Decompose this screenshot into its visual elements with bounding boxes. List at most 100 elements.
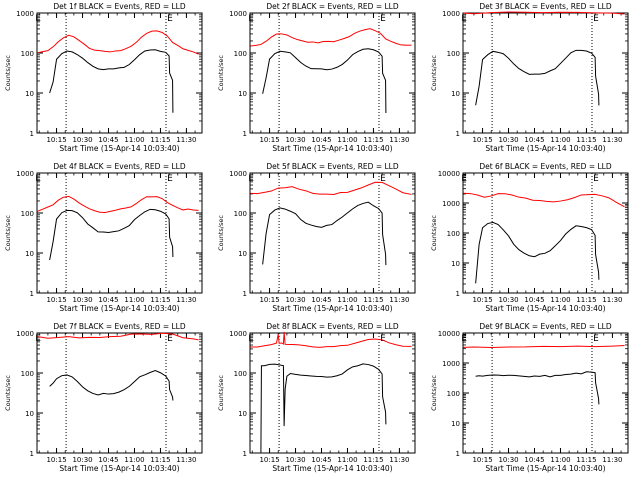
y-axis-label: Counts/sec bbox=[4, 375, 12, 411]
panel-6: Det 6f BLACK = Events, RED = LLD Counts/s… bbox=[430, 162, 629, 313]
plot-frame bbox=[36, 12, 203, 134]
y-tick-label: 1 bbox=[30, 450, 34, 458]
panel-title: Det 8f BLACK = Events, RED = LLD bbox=[266, 322, 399, 331]
y-tick-label: 1 bbox=[456, 450, 460, 458]
events-series-line bbox=[49, 370, 174, 401]
x-axis-label: Start Time (15-Apr-14 10:03:40) bbox=[59, 144, 179, 153]
x-tick-label: 10:30 bbox=[72, 136, 92, 144]
lld-series-line bbox=[463, 11, 625, 15]
x-tick-label: 10:15 bbox=[472, 296, 492, 304]
y-tick-label: 100 bbox=[447, 390, 460, 398]
x-tick-label: 10:30 bbox=[285, 136, 305, 144]
x-axis-label: Start Time (15-Apr-14 10:03:40) bbox=[272, 144, 392, 153]
x-tick-label: 10:15 bbox=[46, 136, 66, 144]
x-tick-label: 11:30 bbox=[176, 296, 196, 304]
plot-frame bbox=[249, 12, 416, 134]
x-axis-label: Start Time (15-Apr-14 10:03:40) bbox=[485, 304, 605, 313]
y-tick-label: 10 bbox=[238, 250, 247, 258]
y-tick-label: 10 bbox=[451, 260, 460, 268]
panel-title: Det 1f BLACK = Events, RED = LLD bbox=[53, 2, 186, 11]
plot-frame bbox=[462, 172, 629, 294]
plot-frame bbox=[36, 172, 203, 294]
y-tick-label: 100 bbox=[447, 50, 460, 58]
x-tick-label: 10:45 bbox=[98, 296, 118, 304]
y-axis-label: Counts/sec bbox=[217, 215, 225, 251]
y-tick-label: 100 bbox=[447, 230, 460, 238]
lld-series-line bbox=[463, 345, 625, 349]
y-tick-label: 1000 bbox=[229, 170, 247, 178]
x-tick-label: 11:00 bbox=[550, 136, 570, 144]
flag-label-e: E bbox=[35, 334, 41, 344]
x-tick-label: 10:30 bbox=[72, 456, 92, 464]
flag-label-e: E bbox=[248, 334, 254, 344]
x-axis-label: Start Time (15-Apr-14 10:03:40) bbox=[59, 304, 179, 313]
x-tick-label: 11:00 bbox=[124, 456, 144, 464]
flag-label-e: E bbox=[35, 174, 41, 184]
y-tick-label: 1 bbox=[456, 130, 460, 138]
y-tick-label: 10 bbox=[238, 410, 247, 418]
x-tick-label: 10:30 bbox=[498, 296, 518, 304]
y-tick-label: 100 bbox=[21, 210, 34, 218]
x-tick-label: 10:15 bbox=[46, 456, 66, 464]
flag-label-e: E bbox=[461, 174, 467, 184]
y-tick-label: 1 bbox=[243, 290, 247, 298]
plot-frame bbox=[36, 332, 203, 454]
y-tick-label: 1 bbox=[30, 130, 34, 138]
y-tick-label: 100 bbox=[234, 50, 247, 58]
panel-8: Det 8f BLACK = Events, RED = LLD Counts/s… bbox=[217, 322, 416, 473]
y-tick-label: 100 bbox=[234, 370, 247, 378]
panel-9: Det 9f BLACK = Events, RED = LLD Counts/s… bbox=[430, 322, 629, 473]
x-tick-label: 11:00 bbox=[337, 296, 357, 304]
x-tick-label: 11:15 bbox=[150, 456, 170, 464]
y-tick-label: 1 bbox=[456, 290, 460, 298]
x-tick-label: 11:15 bbox=[576, 456, 596, 464]
y-tick-label: 1000 bbox=[16, 330, 34, 338]
y-tick-label: 10 bbox=[25, 90, 34, 98]
flag-label-e: E bbox=[167, 174, 173, 184]
y-tick-label: 10 bbox=[25, 410, 34, 418]
x-tick-label: 11:00 bbox=[124, 296, 144, 304]
x-tick-label: 10:15 bbox=[472, 136, 492, 144]
plot-frame bbox=[249, 172, 416, 294]
panel-title: Det 5f BLACK = Events, RED = LLD bbox=[266, 162, 399, 171]
flag-label-e: E bbox=[167, 14, 173, 24]
x-axis-label: Start Time (15-Apr-14 10:03:40) bbox=[272, 464, 392, 473]
x-tick-label: 10:45 bbox=[311, 296, 331, 304]
y-tick-label: 1000 bbox=[442, 200, 460, 208]
panel-title: Det 7f BLACK = Events, RED = LLD bbox=[53, 322, 186, 331]
events-series-line bbox=[262, 201, 387, 266]
x-tick-label: 11:00 bbox=[550, 296, 570, 304]
x-axis-label: Start Time (15-Apr-14 10:03:40) bbox=[272, 304, 392, 313]
panel-1: Det 1f BLACK = Events, RED = LLD Counts/s… bbox=[4, 2, 203, 153]
lld-series-line bbox=[250, 331, 412, 348]
panel-title: Det 2f BLACK = Events, RED = LLD bbox=[266, 2, 399, 11]
x-tick-label: 10:30 bbox=[498, 456, 518, 464]
x-tick-label: 10:15 bbox=[472, 456, 492, 464]
panel-3: Det 3f BLACK = Events, RED = LLD Counts/s… bbox=[430, 2, 629, 153]
x-tick-label: 11:00 bbox=[337, 456, 357, 464]
events-series-line bbox=[475, 49, 600, 106]
x-tick-label: 11:30 bbox=[176, 136, 196, 144]
x-tick-label: 11:30 bbox=[389, 456, 409, 464]
panel-7: Det 7f BLACK = Events, RED = LLD Counts/s… bbox=[4, 322, 203, 473]
y-tick-label: 100 bbox=[21, 370, 34, 378]
x-tick-label: 11:15 bbox=[150, 136, 170, 144]
flag-label-e: E bbox=[461, 334, 467, 344]
y-axis-label: Counts/sec bbox=[217, 375, 225, 411]
panel-title: Det 9f BLACK = Events, RED = LLD bbox=[479, 322, 612, 331]
x-axis-label: Start Time (15-Apr-14 10:03:40) bbox=[485, 144, 605, 153]
x-axis-label: Start Time (15-Apr-14 10:03:40) bbox=[485, 464, 605, 473]
events-series-line bbox=[475, 221, 600, 284]
y-tick-label: 1000 bbox=[442, 360, 460, 368]
x-tick-label: 10:45 bbox=[524, 136, 544, 144]
events-series-line bbox=[49, 208, 174, 261]
x-tick-label: 11:30 bbox=[389, 296, 409, 304]
x-tick-label: 10:15 bbox=[259, 136, 279, 144]
y-tick-label: 10 bbox=[238, 90, 247, 98]
flag-label-e: E bbox=[248, 14, 254, 24]
x-tick-label: 11:00 bbox=[124, 136, 144, 144]
x-tick-label: 10:30 bbox=[498, 136, 518, 144]
events-series-line bbox=[260, 363, 387, 452]
y-tick-label: 10000 bbox=[438, 170, 460, 178]
